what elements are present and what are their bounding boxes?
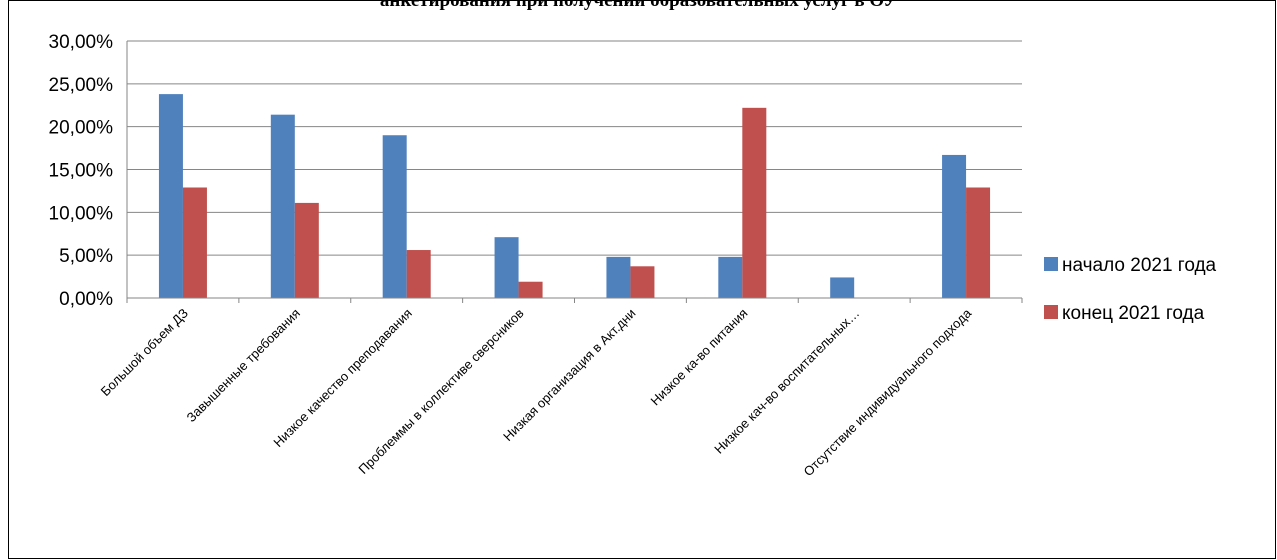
bar [630,266,655,298]
bar [294,202,319,298]
x-tick-label: Большой объем ДЗ [98,305,192,399]
axes [126,41,1023,303]
legend-label: начало 2021 года [1062,255,1217,276]
bar [606,256,631,298]
bar [942,154,967,298]
bar [718,256,743,298]
x-tick-label: Низкая организация в Акт.дни [500,306,638,444]
legend: начало 2021 года конец 2021 года [1044,255,1217,324]
bar [158,94,183,298]
y-tick-label: 5,00% [59,246,113,267]
y-tick-label: 20,00% [49,118,114,139]
y-tick-label: 10,00% [49,203,114,224]
y-tick-label: 25,00% [49,75,114,96]
bar [406,250,431,298]
bar [966,187,991,298]
legend-swatch [1044,257,1058,271]
x-tick-label: Низкое ка-во питания [648,306,751,409]
bar [742,107,767,298]
grid-lines [127,40,1022,256]
bars [158,94,991,298]
legend-label: конец 2021 года [1062,303,1205,324]
bar [518,281,543,298]
bar [182,187,207,298]
y-tick-label: 15,00% [49,161,114,182]
y-tick-label: 0,00% [59,289,113,310]
bar [382,135,407,298]
y-tick-labels: 0,00% 5,00% 10,00% 15,00% 20,00% 25,00% 30,00% [49,32,114,310]
bar [270,114,295,298]
legend-swatch [1044,305,1058,319]
bar [830,277,855,298]
y-tick-label: 30,00% [49,32,114,53]
bar [494,237,519,298]
x-tick-label: Завышенные требования [183,306,302,425]
chart-title: анкетирования при получении образователь… [379,0,898,11]
